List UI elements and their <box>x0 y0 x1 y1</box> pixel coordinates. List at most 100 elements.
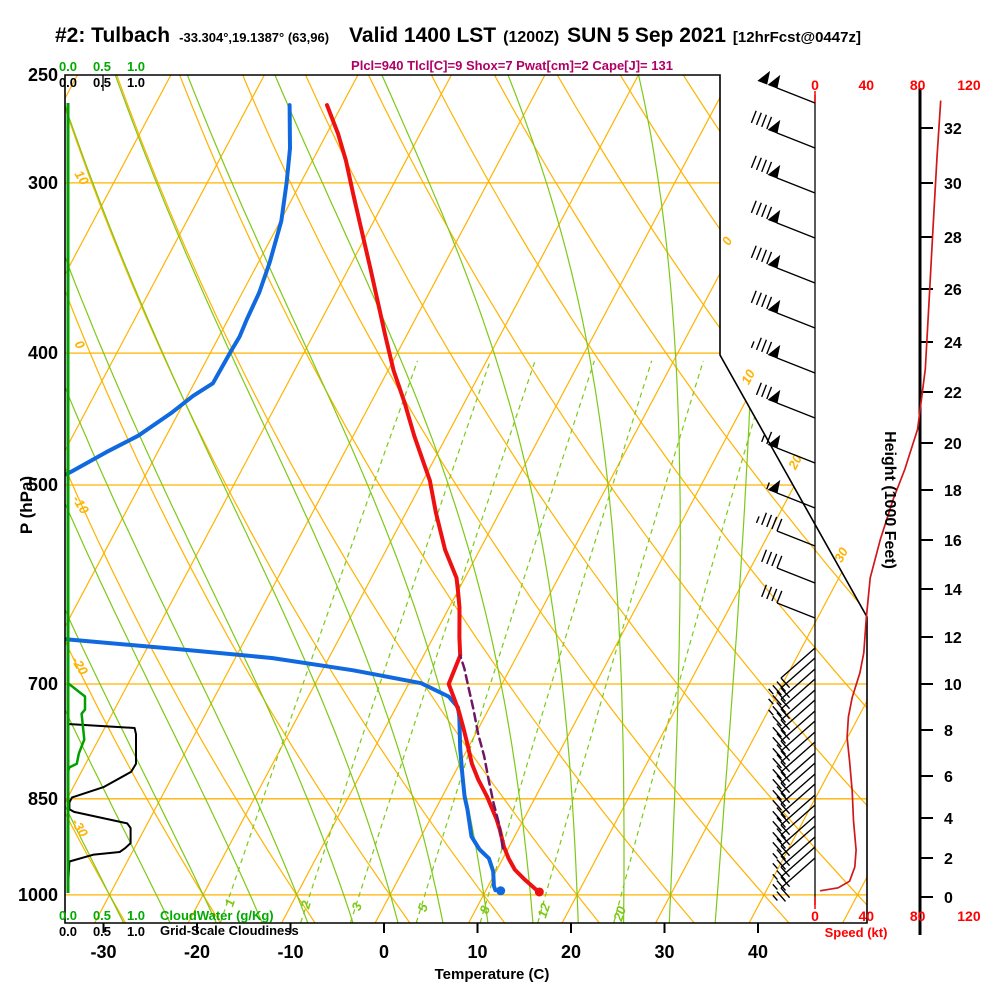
isotherm-line <box>65 75 172 923</box>
cloudwater-axis-label: CloudWater (g/Kg) <box>160 908 274 923</box>
dry-adiabat-line <box>358 75 867 923</box>
wind-barb <box>750 290 816 329</box>
cloud-scale-bottom-black: 1.0 <box>127 924 145 939</box>
valid-time: Valid 1400 LST <box>349 24 497 47</box>
speed-tick-label-top: 0 <box>811 77 819 93</box>
dry-adiabat-line <box>65 75 411 923</box>
title-bar: #2: Tulbach -33.304°,19.1387° (63,96) Va… <box>55 24 861 48</box>
dry-adiabat-line <box>65 75 600 923</box>
temp-tick-label: 10 <box>467 942 487 962</box>
pressure-tick-label: 250 <box>28 65 58 85</box>
isotherm-line <box>65 75 265 923</box>
cloud-scale-top-green: 1.0 <box>127 59 145 74</box>
temp-tick-label: 20 <box>561 942 581 962</box>
speed-tick-label-bottom: 40 <box>859 908 875 924</box>
pressure-tick-label: 300 <box>28 173 58 193</box>
cloud-scale-bottom-green: 1.0 <box>127 908 145 923</box>
wind-barb <box>750 200 816 239</box>
dewpoint-curve <box>65 637 498 893</box>
wind-barb <box>768 657 816 706</box>
station-title: #2: Tulbach <box>55 24 171 47</box>
wind-barb <box>772 783 816 832</box>
thermo-indices: Plcl=940 Tlcl[C]=9 Shox=7 Pwat[cm]=2 Cap… <box>351 58 673 73</box>
mixing-ratio-line <box>415 360 595 923</box>
dry-adiabat-label: -10 <box>69 493 92 518</box>
height-tick-label: 2 <box>944 851 953 868</box>
temp-tick-label: 0 <box>379 942 389 962</box>
height-tick-label: 4 <box>944 811 953 828</box>
wind-barb <box>768 668 816 717</box>
moist-adiabat-line <box>65 75 217 923</box>
dry-adiabat-line <box>248 75 867 923</box>
height-tick-label: 32 <box>944 121 962 138</box>
cloud-water-profile <box>66 681 87 774</box>
dry-adiabat-line <box>65 75 221 923</box>
moist-adiabat-line <box>272 75 534 923</box>
valid-date: SUN 5 Sep 2021 <box>567 24 726 47</box>
dry-adiabat-line <box>65 75 126 923</box>
isotherm-line <box>468 75 867 923</box>
wind-barb <box>772 731 816 780</box>
surface-temperature-dot <box>534 887 544 897</box>
temp-tick-label: 30 <box>654 942 674 962</box>
wind-barb <box>772 836 816 881</box>
isotherm-label: 30 <box>831 544 851 564</box>
pressure-tick-label: 700 <box>28 674 58 694</box>
moist-adiabat-line <box>65 75 263 923</box>
profiles <box>65 103 542 894</box>
wind-barb <box>755 512 816 547</box>
height-tick-label: 24 <box>944 335 962 352</box>
wind-barb <box>750 155 816 194</box>
wind-barb <box>750 110 816 149</box>
moist-adiabat-line <box>65 75 354 923</box>
height-tick-label: 30 <box>944 176 962 193</box>
cloud-scale-bottom-green: 0.0 <box>59 908 77 923</box>
isotherm-line <box>561 75 867 923</box>
dry-adiabat-label: -20 <box>68 654 91 679</box>
moist-adiabat-line <box>65 75 399 923</box>
moist-adiabat-line <box>65 75 309 923</box>
speed-tick-label-bottom: 120 <box>957 908 981 924</box>
zulu-time: (1200Z) <box>503 29 560 46</box>
mixing-ratio-label: 12 <box>534 901 553 920</box>
dry-adiabat-line <box>139 75 790 923</box>
height-axis-label: Height (1000 Feet) <box>881 431 898 569</box>
moist-adiabat-line <box>637 75 681 923</box>
speed-tick-label-top: 40 <box>859 77 875 93</box>
temp-tick-label: -20 <box>184 942 210 962</box>
wind-barb <box>761 431 816 464</box>
surface-dewpoint-dot <box>496 886 506 896</box>
temperature-axis-label: Temperature (C) <box>434 966 550 983</box>
dry-adiabat-line <box>194 75 867 923</box>
gridlines <box>0 0 867 923</box>
height-tick-label: 16 <box>944 533 962 550</box>
dry-adiabat-label: 10 <box>72 168 93 189</box>
dry-adiabat-line <box>413 75 867 923</box>
speed-axis-label: Speed (kt) <box>824 925 888 940</box>
wind-barb <box>761 584 816 619</box>
wind-barb <box>772 710 816 759</box>
dry-adiabat-label: 0 <box>72 338 89 353</box>
pressure-axis-label: P (hPa) <box>17 475 36 535</box>
isotherm-line <box>374 75 826 923</box>
height-tick-label: 10 <box>944 677 962 694</box>
isotherm-label: 10 <box>738 366 758 386</box>
pressure-tick-label: 400 <box>28 343 58 363</box>
height-tick-label: 6 <box>944 769 953 786</box>
moist-adiabat-line <box>714 75 756 923</box>
moist-adiabat-line <box>113 75 444 923</box>
wind-barb <box>772 794 816 843</box>
dry-adiabat-line <box>0 0 31 923</box>
cloud-scale-top-green: 0.5 <box>93 59 111 74</box>
mixing-ratio-line <box>613 360 772 923</box>
speed-tick-label-top: 80 <box>910 77 926 93</box>
wind-barb <box>772 815 816 860</box>
height-tick-label: 28 <box>944 230 962 247</box>
dry-adiabat-line <box>303 75 867 923</box>
mixing-ratio-label: 1 <box>221 897 238 909</box>
mixing-ratio-label: 20 <box>610 904 629 924</box>
wind-barb <box>766 479 816 509</box>
